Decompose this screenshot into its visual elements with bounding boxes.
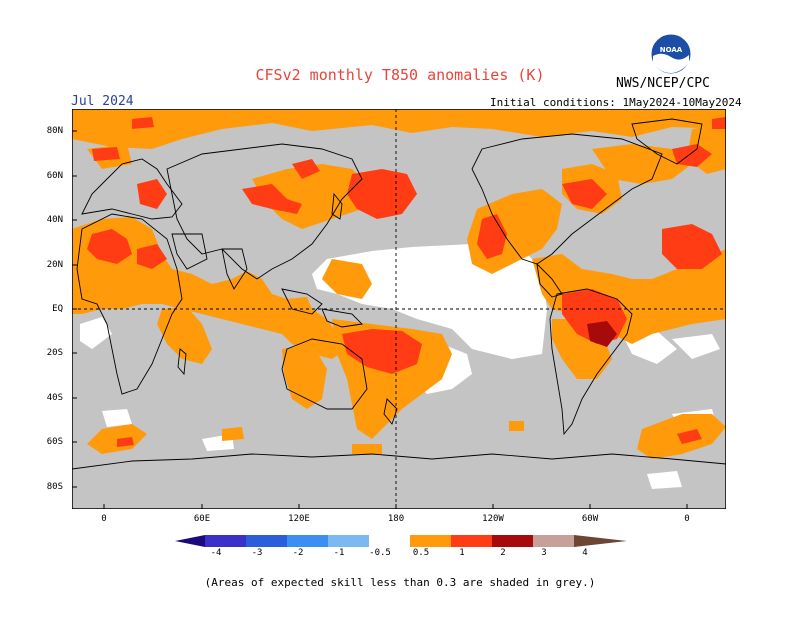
- organization-label: NWS/NCEP/CPC: [616, 76, 710, 91]
- lon-label-0-right: 0: [684, 514, 690, 524]
- legend-label-minus1: -1: [333, 548, 345, 558]
- anomaly-red-regions: [87, 117, 726, 447]
- legend-label-minus4: -4: [210, 548, 222, 558]
- noaa-logo-icon: NOAA: [650, 33, 692, 75]
- lon-label-120e: 120E: [288, 514, 310, 524]
- legend-minus4-minus3: [205, 535, 246, 547]
- forecast-month: Jul 2024: [71, 94, 134, 109]
- legend-3-4: [533, 535, 574, 547]
- initial-conditions: Initial conditions: 1May2024-10May2024: [490, 96, 742, 109]
- anomaly-darkred-regions: [587, 321, 617, 347]
- lon-label-180: 180: [387, 514, 405, 524]
- legend-label-minus05: -0.5: [369, 548, 391, 558]
- lat-label-60n: 60N: [46, 171, 63, 181]
- legend-neutral: [369, 535, 410, 547]
- anomaly-map: [72, 109, 726, 509]
- lon-label-60w: 60W: [581, 514, 599, 524]
- logo-text: NOAA: [660, 46, 683, 54]
- legend-label-1: 1: [459, 548, 465, 558]
- color-legend-bar: [175, 535, 627, 547]
- legend-minus2-minus1: [287, 535, 328, 547]
- lat-label-40s: 40S: [46, 393, 63, 403]
- lon-ticks: [103, 504, 688, 509]
- lat-label-80s: 80S: [46, 482, 63, 492]
- map-title: CFSv2 monthly T850 anomalies (K): [255, 66, 545, 84]
- lat-label-20n: 20N: [46, 260, 63, 270]
- legend-label-minus3: -3: [251, 548, 263, 558]
- legend-below-minus4: [175, 535, 205, 547]
- legend-minus1-minus05: [328, 535, 369, 547]
- legend-minus3-minus2: [246, 535, 287, 547]
- legend-above-4: [574, 535, 627, 547]
- lon-label-120w: 120W: [482, 514, 504, 524]
- legend-label-4: 4: [582, 548, 588, 558]
- legend-label-3: 3: [541, 548, 547, 558]
- lon-label-60e: 60E: [193, 514, 211, 524]
- lat-label-eq: EQ: [52, 304, 63, 314]
- legend-2-3: [492, 535, 533, 547]
- legend-05-1: [410, 535, 451, 547]
- lat-label-20s: 20S: [46, 348, 63, 358]
- legend-label-minus2: -2: [292, 548, 304, 558]
- lat-ticks: [72, 130, 77, 488]
- skill-footnote: (Areas of expected skill less than 0.3 a…: [204, 576, 596, 589]
- legend-label-2: 2: [500, 548, 506, 558]
- lon-label-0: 0: [101, 514, 107, 524]
- coastlines: [72, 118, 726, 470]
- lat-label-60s: 60S: [46, 437, 63, 447]
- lat-label-40n: 40N: [46, 215, 63, 225]
- lat-label-80n: 80N: [46, 126, 63, 136]
- legend-1-2: [451, 535, 492, 547]
- legend-label-05: 0.5: [412, 548, 430, 558]
